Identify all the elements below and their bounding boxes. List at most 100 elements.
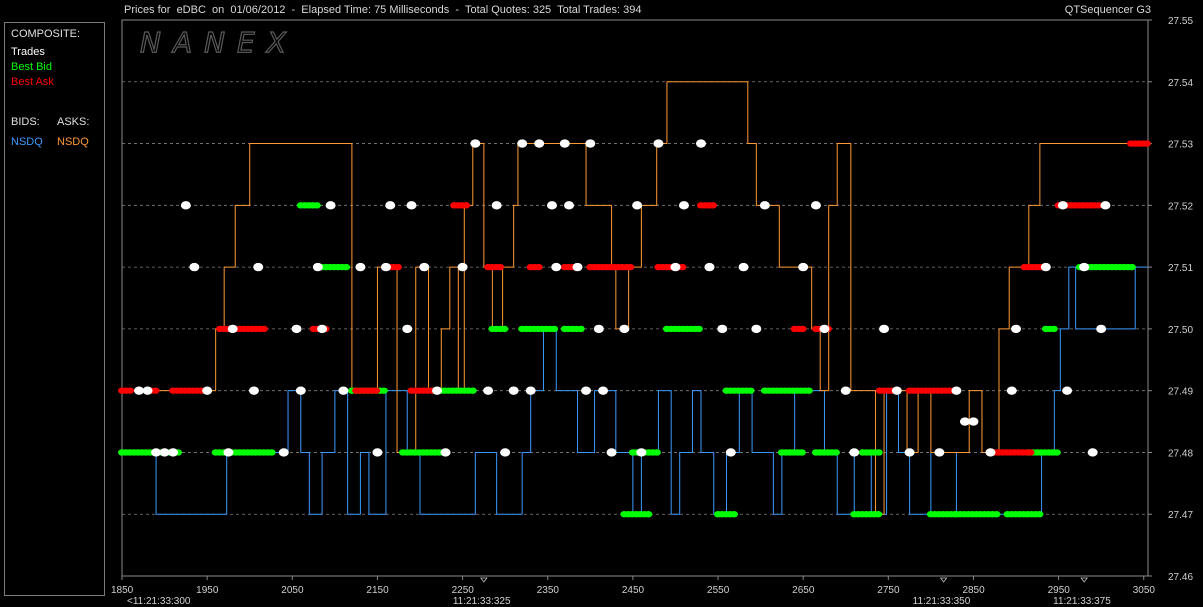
best-bid-point bbox=[550, 325, 559, 333]
trade-point bbox=[798, 262, 809, 272]
time-label: 11:21:33:375 bbox=[1053, 596, 1111, 607]
trade-point bbox=[704, 262, 715, 272]
trade-point bbox=[985, 448, 996, 457]
trade-point bbox=[1062, 386, 1073, 395]
trade-point bbox=[432, 386, 443, 395]
best-ask-point bbox=[126, 387, 134, 394]
trade-point bbox=[457, 262, 468, 272]
best-bid-point bbox=[652, 449, 661, 456]
y-tick-label: 27.49 bbox=[1168, 387, 1193, 398]
trade-point bbox=[325, 201, 336, 210]
x-tick-label: 2850 bbox=[962, 585, 985, 596]
trade-point bbox=[879, 324, 890, 334]
best-bid-point bbox=[500, 325, 509, 333]
trade-point bbox=[1057, 201, 1068, 210]
trade-point bbox=[619, 324, 630, 334]
trade-point bbox=[717, 324, 728, 334]
best-ask-point bbox=[534, 263, 543, 271]
trade-point bbox=[223, 448, 234, 457]
trade-point bbox=[248, 386, 259, 395]
best-ask-point bbox=[798, 325, 807, 333]
trade-point bbox=[1100, 201, 1111, 210]
trade-point bbox=[227, 324, 238, 334]
x-tick-label: 2950 bbox=[1048, 585, 1071, 596]
time-label: 11:21:33:350 bbox=[913, 596, 971, 607]
trade-point bbox=[406, 201, 417, 210]
chart-title: Prices for eDBC on 01/06/2012 - Elapsed … bbox=[124, 4, 642, 16]
trade-point bbox=[312, 262, 323, 272]
trade-point bbox=[840, 386, 851, 395]
trade-point bbox=[385, 201, 396, 210]
trade-point bbox=[959, 417, 970, 426]
trade-point bbox=[295, 386, 306, 395]
trade-point bbox=[572, 262, 583, 272]
trade-point bbox=[891, 386, 902, 395]
y-tick-label: 27.55 bbox=[1168, 16, 1193, 27]
best-ask-point bbox=[496, 263, 505, 271]
y-tick-label: 27.53 bbox=[1168, 140, 1193, 151]
trade-point bbox=[355, 262, 366, 272]
trade-point bbox=[168, 448, 179, 457]
trade-point bbox=[678, 201, 689, 210]
best-bid-point bbox=[831, 449, 840, 456]
trade-point bbox=[470, 139, 481, 148]
best-bid-point bbox=[379, 387, 388, 394]
legend-best-ask: Best Ask bbox=[11, 76, 54, 88]
trade-point bbox=[564, 201, 575, 210]
x-tick-label: 2150 bbox=[366, 585, 389, 596]
trade-point bbox=[1011, 324, 1022, 334]
best-bid-point bbox=[746, 387, 755, 394]
trade-point bbox=[951, 386, 962, 395]
trade-point bbox=[151, 448, 162, 457]
title-bar: Prices for eDBC on 01/06/2012 - Elapsed … bbox=[0, 0, 1203, 20]
trade-point bbox=[534, 139, 545, 148]
best-bid-point bbox=[312, 202, 321, 209]
best-ask-point bbox=[372, 387, 381, 394]
trade-point bbox=[380, 262, 391, 272]
best-ask-point bbox=[393, 263, 402, 271]
trade-point bbox=[559, 139, 570, 148]
trade-point bbox=[189, 262, 200, 272]
trade-point bbox=[904, 448, 915, 457]
y-tick-label: 27.54 bbox=[1168, 78, 1193, 89]
x-tick-label: 2750 bbox=[877, 585, 900, 596]
best-ask-point bbox=[1094, 202, 1103, 209]
best-bid-point bbox=[1049, 325, 1058, 333]
trade-point bbox=[968, 417, 979, 426]
trade-point bbox=[1087, 448, 1098, 457]
nsdq-ask-line bbox=[122, 81, 1148, 515]
best-ask-point bbox=[708, 202, 717, 209]
best-ask-point bbox=[1026, 449, 1035, 456]
trade-point bbox=[810, 201, 821, 210]
best-bid-point bbox=[874, 511, 883, 518]
trade-point bbox=[934, 448, 945, 457]
legend-asks-heading: ASKS: bbox=[57, 116, 90, 128]
y-tick-label: 27.47 bbox=[1168, 510, 1193, 521]
trade-point bbox=[180, 201, 191, 210]
x-tick-label: 2550 bbox=[707, 585, 730, 596]
best-bid-point bbox=[992, 511, 1001, 518]
x-tick-label: 2650 bbox=[792, 585, 815, 596]
x-tick-label: 3050 bbox=[1133, 585, 1156, 596]
trade-point bbox=[202, 386, 213, 395]
trade-point bbox=[278, 448, 289, 457]
trade-point bbox=[508, 386, 519, 395]
best-ask-point bbox=[1142, 140, 1151, 147]
legend-best-bid: Best Bid bbox=[11, 61, 52, 73]
trade-point bbox=[440, 448, 451, 457]
best-ask-point bbox=[151, 387, 160, 394]
watermark-text: NANEX bbox=[140, 26, 298, 59]
trade-point bbox=[849, 448, 860, 457]
best-bid-point bbox=[804, 387, 813, 394]
nsdq-bid-line bbox=[122, 266, 1148, 515]
trade-point bbox=[695, 139, 706, 148]
best-bid-point bbox=[644, 511, 653, 518]
y-tick-label: 27.50 bbox=[1168, 325, 1193, 336]
trade-point bbox=[317, 324, 328, 334]
x-tick-label: 2250 bbox=[452, 585, 475, 596]
y-tick-label: 27.48 bbox=[1168, 448, 1193, 459]
x-tick-label: 1850 bbox=[111, 585, 134, 596]
trade-point bbox=[581, 386, 592, 395]
plot-area bbox=[121, 19, 1149, 577]
